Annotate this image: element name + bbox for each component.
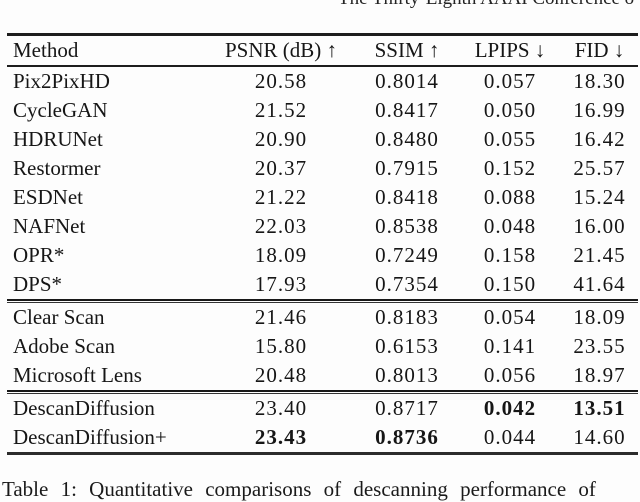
psnr-value-cell: 21.52 [254,98,308,122]
table-row: DescanDiffusion 23.40 0.8717 0.042 13.51 [7,394,638,423]
lpips-value-cell: 0.150 [483,272,537,296]
ssim-value-cell: 0.6153 [375,334,439,358]
psnr-value-cell: 21.46 [254,305,308,329]
psnr-value-cell: 15.80 [254,334,308,358]
group-separator-rule [7,299,638,303]
fid-value-cell: 18.97 [573,363,626,387]
table-row: NAFNet 22.03 0.8538 0.048 16.00 [7,212,638,241]
header-separator-rule [7,65,638,67]
table-row: CycleGAN 21.52 0.8417 0.050 16.99 [7,96,638,125]
psnr-value-cell: 20.58 [254,69,308,93]
psnr-value-cell: 20.90 [254,127,308,151]
method-cell: DescanDiffusion [13,396,155,420]
fid-value-cell: 16.00 [573,214,626,238]
ssim-value-cell: 0.8417 [375,98,439,122]
psnr-value-cell: 21.22 [254,185,308,209]
ssim-value-cell: 0.8014 [375,69,439,93]
running-header-text: The Thirty-Eighth AAAI Conference o [338,0,634,10]
lpips-value-cell: 0.056 [483,363,537,387]
fid-value-cell: 16.99 [573,98,626,122]
fid-value-cell: 23.55 [573,334,626,358]
lpips-value-cell: 0.158 [483,243,537,267]
fid-value-cell: 41.64 [573,272,626,296]
ssim-value-cell: 0.7354 [375,272,439,296]
psnr-value-cell: 20.48 [254,363,308,387]
method-cell: Adobe Scan [13,334,116,358]
table-row: HDRUNet 20.90 0.8480 0.055 16.42 [7,125,638,154]
psnr-value-cell: 23.40 [254,396,308,420]
lpips-value-cell: 0.048 [483,214,537,238]
method-cell: Microsoft Lens [13,363,142,387]
fid-value-cell: 21.45 [573,243,626,267]
lpips-value-cell: 0.044 [483,425,537,449]
psnr-value-cell: 20.37 [254,156,308,180]
method-cell: DescanDiffusion+ [13,425,167,449]
table-caption: Table 1: Quantitative comparisons of des… [2,477,596,501]
fid-value-cell: 15.24 [573,185,626,209]
ssim-value-cell: 0.8183 [375,305,439,329]
ssim-value-cell: 0.8736 [375,425,439,449]
psnr-value-cell: 22.03 [254,214,308,238]
psnr-value-cell: 23.43 [254,425,308,449]
lpips-value-cell: 0.152 [483,156,537,180]
results-table: Method PSNR (dB) ↑ SSIM ↑ LPIPS ↓ FID ↓ Pix2… [7,33,638,455]
method-cell: HDRUNet [13,127,103,151]
ssim-value-cell: 0.8418 [375,185,439,209]
lpips-value-cell: 0.088 [483,185,537,209]
method-cell: DPS* [13,272,63,296]
fid-value-cell: 18.09 [573,305,626,329]
table-row: Microsoft Lens 20.48 0.8013 0.056 18.97 [7,361,638,390]
ssim-value-cell: 0.7249 [375,243,439,267]
table-row: Restormer 20.37 0.7915 0.152 25.57 [7,154,638,183]
lpips-value-cell: 0.042 [483,396,537,420]
table-row: Adobe Scan 15.80 0.6153 0.141 23.55 [7,332,638,361]
method-cell: Pix2PixHD [13,69,110,93]
table-top-rule [7,33,638,36]
lpips-value-cell: 0.055 [483,127,537,151]
group-separator-rule [7,390,638,394]
column-header-lpips: LPIPS ↓ [474,38,546,62]
column-header-psnr: PSNR (dB) ↑ [224,38,338,62]
table-row: DPS* 17.93 0.7354 0.150 41.64 [7,270,638,299]
method-cell: OPR* [13,243,65,267]
table-row: DescanDiffusion+ 23.43 0.8736 0.044 14.60 [7,423,638,452]
fid-value-cell: 14.60 [573,425,626,449]
lpips-value-cell: 0.057 [483,69,537,93]
fid-value-cell: 25.57 [573,156,626,180]
ssim-value-cell: 0.7915 [375,156,439,180]
fid-value-cell: 13.51 [573,396,626,420]
lpips-value-cell: 0.050 [483,98,537,122]
ssim-value-cell: 0.8717 [375,396,439,420]
column-header-ssim: SSIM ↑ [374,38,440,62]
fid-value-cell: 16.42 [573,127,626,151]
method-cell: NAFNet [13,214,86,238]
lpips-value-cell: 0.141 [483,334,537,358]
method-cell: ESDNet [13,185,83,209]
table-row: Clear Scan 21.46 0.8183 0.054 18.09 [7,303,638,332]
method-cell: Restormer [13,156,101,180]
table-row: OPR* 18.09 0.7249 0.158 21.45 [7,241,638,270]
psnr-value-cell: 18.09 [254,243,308,267]
ssim-value-cell: 0.8013 [375,363,439,387]
ssim-value-cell: 0.8538 [375,214,439,238]
column-header-fid: FID ↓ [574,38,625,62]
table-row: ESDNet 21.22 0.8418 0.088 15.24 [7,183,638,212]
column-header-method: Method [13,38,79,62]
ssim-value-cell: 0.8480 [375,127,439,151]
table-header-row: Method PSNR (dB) ↑ SSIM ↑ LPIPS ↓ FID ↓ [7,36,638,65]
table-body: Pix2PixHD 20.58 0.8014 0.057 18.30 CycleGAN 21… [7,67,638,452]
fid-value-cell: 18.30 [573,69,626,93]
table-bottom-rule [7,452,638,455]
method-cell: Clear Scan [13,305,105,329]
method-cell: CycleGAN [13,98,108,122]
psnr-value-cell: 17.93 [254,272,308,296]
table-row: Pix2PixHD 20.58 0.8014 0.057 18.30 [7,67,638,96]
lpips-value-cell: 0.054 [483,305,537,329]
